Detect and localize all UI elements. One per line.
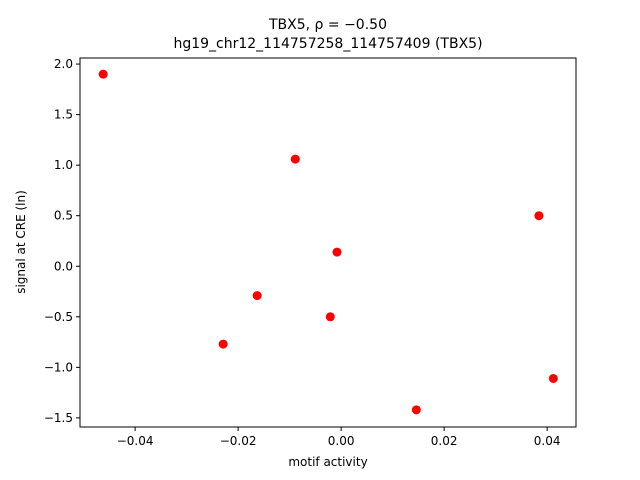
- point: [411, 405, 421, 415]
- point: [252, 291, 262, 301]
- y-tick-label: −0.5: [44, 310, 73, 324]
- point: [534, 211, 544, 221]
- point: [548, 373, 558, 383]
- point: [332, 247, 342, 257]
- y-tick-label: 2.0: [54, 57, 73, 71]
- x-tick-label: 0.02: [431, 434, 458, 448]
- x-axis-label: motif activity: [288, 455, 367, 469]
- y-axis-label: signal at CRE (ln): [14, 190, 28, 294]
- x-tick-label: 0.04: [534, 434, 561, 448]
- y-tick-label: −1.0: [44, 360, 73, 374]
- y-tick-label: 1.5: [54, 108, 73, 122]
- point: [98, 69, 108, 79]
- x-tick-label: −0.04: [117, 434, 154, 448]
- chart-subtitle: hg19_chr12_114757258_114757409 (TBX5): [173, 36, 482, 52]
- x-tick-label: −0.02: [220, 434, 257, 448]
- plot-frame: [79, 57, 577, 428]
- point: [325, 312, 335, 322]
- point: [290, 154, 300, 164]
- chart-title: TBX5, ρ = −0.50: [268, 17, 387, 33]
- y-tick-label: −1.5: [44, 411, 73, 425]
- y-tick-label: 1.0: [54, 158, 73, 172]
- x-tick-label: 0.00: [328, 434, 355, 448]
- point: [218, 339, 228, 349]
- y-tick-label: 0.0: [54, 259, 73, 273]
- y-tick-label: 0.5: [54, 209, 73, 223]
